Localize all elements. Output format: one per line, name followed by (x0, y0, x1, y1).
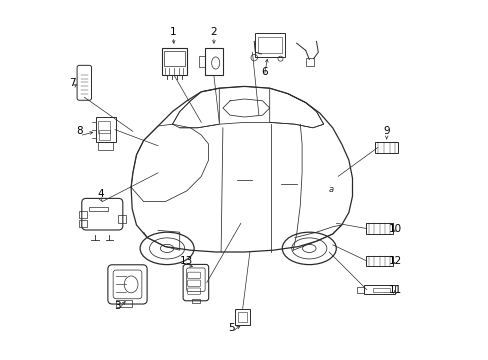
Bar (254, 33, 284, 57)
Bar (364, 285, 394, 294)
Text: 5: 5 (228, 323, 235, 333)
Bar (96, 117, 116, 142)
Bar (79, 211, 87, 218)
Text: 4: 4 (97, 189, 103, 199)
Bar (365, 223, 392, 234)
Bar (235, 309, 249, 325)
Bar (118, 215, 125, 223)
Bar (79, 220, 87, 227)
Bar (204, 48, 223, 75)
Bar (257, 37, 281, 53)
Text: 1: 1 (169, 27, 176, 37)
Bar (357, 287, 363, 293)
Bar (89, 207, 108, 211)
Bar (162, 48, 186, 75)
Text: a: a (327, 184, 333, 194)
Bar (238, 312, 246, 322)
Bar (116, 300, 131, 307)
Bar (99, 130, 109, 140)
Bar (372, 288, 389, 292)
Text: 12: 12 (387, 256, 401, 266)
Bar (374, 142, 398, 153)
Text: 13: 13 (180, 256, 193, 266)
Bar (192, 299, 200, 303)
Bar (199, 56, 204, 67)
Bar (365, 256, 392, 266)
Text: 6: 6 (261, 67, 267, 77)
Text: 7: 7 (69, 78, 76, 88)
Bar (163, 51, 184, 66)
Text: 2: 2 (210, 27, 217, 37)
Bar (98, 121, 110, 133)
Text: 10: 10 (387, 224, 401, 234)
Text: 8: 8 (76, 126, 83, 136)
Bar (98, 142, 113, 150)
Text: 11: 11 (387, 285, 401, 295)
Text: 9: 9 (383, 126, 389, 136)
Bar (306, 58, 314, 66)
Text: 3: 3 (114, 301, 121, 311)
